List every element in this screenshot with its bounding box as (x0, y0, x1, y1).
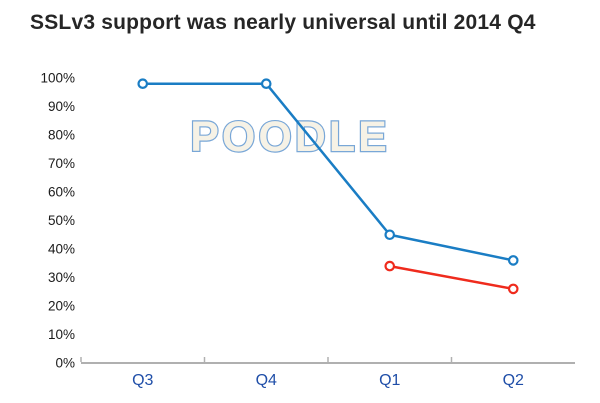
y-tick-label: 40% (48, 242, 75, 257)
y-tick-label: 10% (48, 327, 75, 342)
y-tick-label: 50% (48, 213, 75, 228)
series-line-blue (141, 82, 515, 262)
y-tick-label: 80% (48, 128, 75, 143)
chart-title: SSLv3 support was nearly universal until… (30, 11, 536, 34)
data-point-marker-blue (137, 78, 149, 89)
x-category-label: Q3 (132, 372, 153, 389)
y-tick-label: 20% (48, 299, 75, 314)
x-category-label: Q1 (379, 372, 400, 389)
series-line-red (388, 264, 515, 291)
y-tick-label: 0% (55, 356, 75, 371)
data-point-marker-red (507, 283, 519, 295)
x-category-label: Q4 (256, 372, 277, 389)
y-tick-label: 100% (40, 71, 75, 86)
data-point-marker-blue (384, 229, 396, 241)
x-category-label: Q2 (503, 372, 524, 389)
watermark-text: POODLE (190, 113, 390, 161)
data-point-marker-blue (507, 255, 519, 266)
y-tick-label: 90% (48, 99, 75, 114)
data-point-marker-red (384, 260, 396, 272)
data-point-marker-blue (260, 78, 272, 89)
y-tick-label: 30% (48, 270, 75, 285)
y-tick-label: 60% (48, 185, 75, 200)
y-tick-label: 70% (48, 156, 75, 171)
